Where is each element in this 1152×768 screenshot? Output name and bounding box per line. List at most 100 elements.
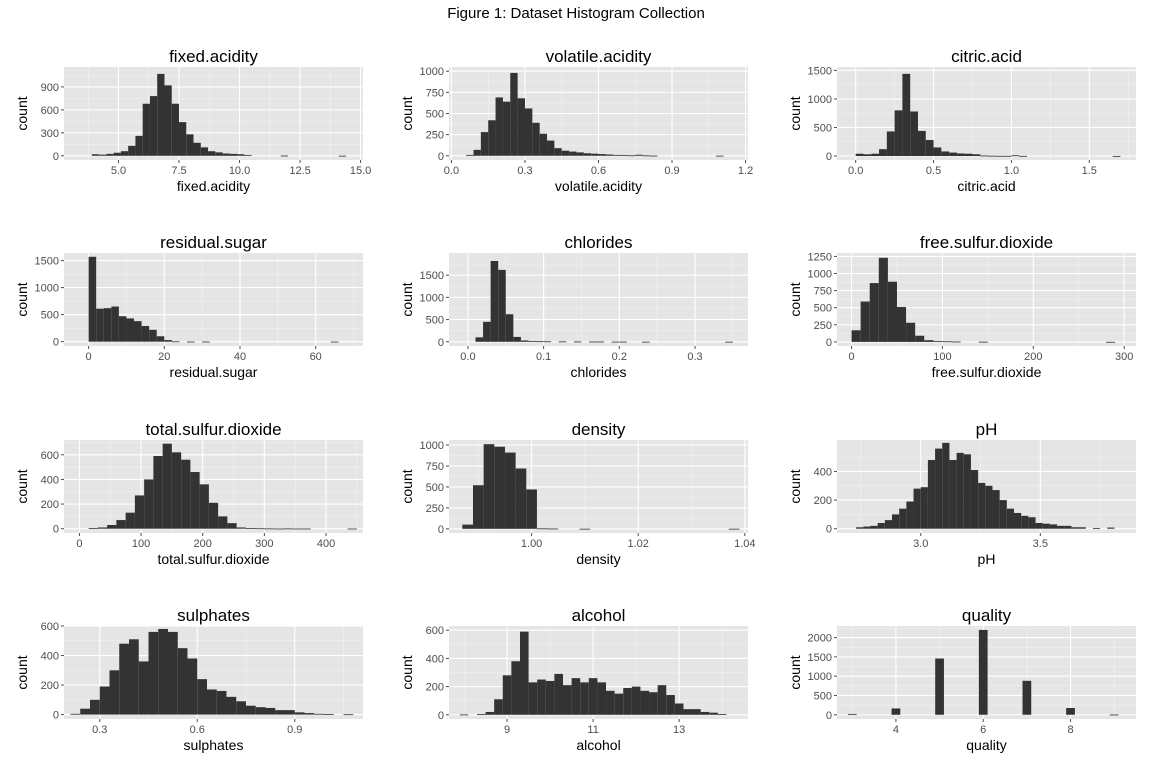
x-axis-label: quality [966,737,1006,753]
panel-title: citric.acid [951,47,1022,66]
histogram-bar [245,528,256,529]
panel-title: chlorides [564,233,632,252]
histogram-bar [171,341,180,343]
y-axis-label: count [14,655,30,689]
histogram-panels: 5.0 7.5 10.0 12.5 15.00300600900fixed.acidit… [14,47,1136,753]
histogram-bar [483,444,495,529]
histogram-bar [598,154,606,156]
histogram-bar [88,528,98,529]
histogram-bar [498,269,506,342]
y-tick-label: 400 [426,653,444,665]
x-tick-label: 200 [194,538,212,550]
y-tick-label: 750 [426,461,444,473]
histogram-bar [111,306,119,342]
histogram-bar [179,122,187,156]
x-tick-label: 3.0 [913,538,928,550]
y-tick-label: 500 [41,310,59,322]
x-axis-label: chlorides [570,364,626,380]
y-tick-label: 0 [826,151,832,163]
histogram-bar [539,133,548,156]
histogram-bar [255,528,265,530]
histogram-bar [949,460,957,529]
histogram-bar [640,690,650,715]
panel-pH: 3.0 3.5 0 200 400 pH pH count [787,420,1136,567]
histogram-bar [700,711,710,715]
y-tick-label: 600 [41,621,59,633]
histogram-bar [246,705,256,715]
histogram-bar [466,154,474,156]
y-tick-label: 0 [826,710,832,722]
panel-fixed-acidity: 5.0 7.5 10.0 12.5 15.0 0 300 600 900 fixed.acidit… [14,47,371,194]
histogram-bar [148,631,159,715]
histogram-bar [502,675,512,715]
histogram-bar [156,336,165,342]
y-axis-label: count [787,282,803,316]
histogram-bar [860,301,870,342]
histogram-bar [1064,525,1072,529]
x-tick-label: 3.5 [1033,538,1048,550]
histogram-bar [956,452,964,529]
histogram-bar [589,341,597,343]
histogram-bar [674,703,684,715]
y-tick-label: 1000 [808,94,832,106]
histogram-bar [135,135,143,156]
x-tick-label: 0.3 [517,165,532,177]
histogram-bar [208,502,219,529]
panel-volatile-acidity: 0.0 0.3 0.6 0.9 1.2 0 250 500 750 1000 volatile.ac… [399,47,753,194]
x-tick-label: 0 [848,351,854,363]
histogram-bar [513,336,521,342]
histogram-bar [588,678,598,715]
histogram-bar [896,307,907,342]
histogram-bar [96,308,104,342]
x-axis-label: volatile.acidity [555,178,642,194]
histogram-bar [1035,522,1043,529]
histogram-bar [91,154,100,156]
histogram-bar [162,443,172,529]
histogram-bar [511,661,520,715]
x-tick-label: 100 [132,538,150,550]
y-axis-label: count [14,96,30,130]
y-tick-label: 300 [41,128,59,140]
y-axis-label: count [787,655,803,689]
y-tick-label: 200 [426,682,444,694]
histogram-bar [158,628,168,715]
histogram-bar [80,708,90,715]
histogram-bar [631,686,641,715]
y-tick-label: 500 [426,482,444,494]
x-tick-label: 60 [310,351,322,363]
x-tick-label: 0.1 [536,351,551,363]
histogram-bar [906,501,914,529]
panel-density: 1.00 1.02 1.04 0 250 500 750 1000 density density… [399,420,756,567]
histogram-bar [620,155,628,156]
histogram-bar [264,528,274,530]
histogram-bar [547,528,559,530]
histogram-bar [963,454,971,529]
histogram-bar [1107,527,1115,529]
histogram-bar [927,460,936,529]
y-tick-label: 250 [426,130,444,142]
histogram-bar [134,321,142,342]
histogram-bar [978,482,986,529]
x-tick-label: 1.04 [734,538,755,550]
histogram-bar [236,527,246,529]
histogram-bar [563,685,572,715]
histogram-bar [149,96,158,156]
y-tick-label: 500 [426,315,444,327]
histogram-bar [107,524,117,529]
histogram-bar [510,72,518,156]
histogram-bar [605,154,614,156]
histogram-bar [164,85,172,156]
y-tick-label: 0 [438,710,444,722]
histogram-bar [171,452,182,529]
x-tick-label: 0.9 [664,165,679,177]
histogram-bar [992,490,1000,529]
x-tick-label: 300 [1115,351,1133,363]
histogram-bar [118,316,127,342]
y-tick-label: 200 [814,495,832,507]
panel-citric-acid: 0.0 0.5 1.0 1.5 0 500 1000 1500 citric.acid citri… [787,47,1136,194]
histogram-bar [878,257,888,342]
histogram-bar [1078,527,1086,529]
x-tick-label: 0.0 [460,351,475,363]
histogram-bar [649,692,658,715]
x-tick-label: 400 [317,538,335,550]
